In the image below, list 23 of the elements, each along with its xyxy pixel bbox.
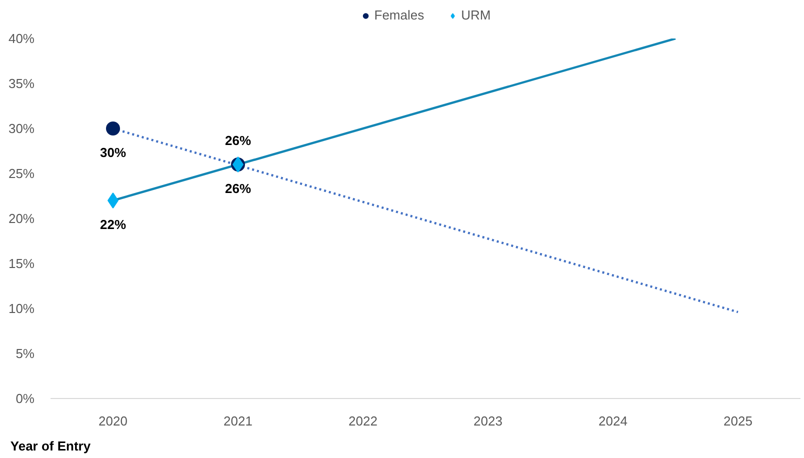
data-label: 30% bbox=[100, 145, 126, 160]
y-tick-label: 40% bbox=[8, 31, 35, 46]
y-tick-label: 25% bbox=[8, 166, 35, 181]
legend-label: URM bbox=[461, 8, 491, 22]
x-tick-label: 2020 bbox=[98, 414, 128, 428]
x-tick-label: 2025 bbox=[724, 414, 752, 428]
x-axis-title: Year of Entry bbox=[10, 438, 92, 454]
legend-label: Females bbox=[374, 8, 424, 22]
data-label: 26% bbox=[224, 133, 252, 148]
y-tick-label: 30% bbox=[8, 121, 35, 136]
x-tick-label: 2023 bbox=[474, 414, 502, 428]
x-tick-label: 2024 bbox=[598, 414, 628, 428]
y-tick-label: 35% bbox=[8, 76, 35, 91]
x-tick-label: 2022 bbox=[348, 414, 378, 428]
y-tick-label: 20% bbox=[8, 211, 35, 226]
y-tick-label: 10% bbox=[8, 301, 35, 316]
x-tick-label: 2021 bbox=[224, 414, 252, 428]
y-tick-label: 15% bbox=[8, 256, 35, 271]
y-tick-label: 0% bbox=[16, 391, 35, 406]
point bbox=[106, 122, 120, 136]
y-tick-label: 5% bbox=[16, 346, 35, 361]
data-label: 22% bbox=[100, 217, 126, 232]
data-label: 26% bbox=[224, 181, 252, 196]
